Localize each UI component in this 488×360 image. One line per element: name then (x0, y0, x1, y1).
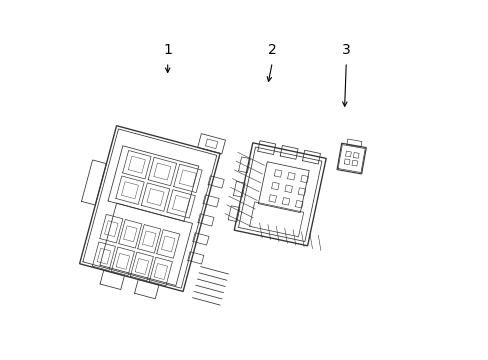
Text: 1: 1 (163, 42, 172, 57)
Polygon shape (234, 143, 325, 246)
Text: 3: 3 (341, 42, 350, 57)
Text: 2: 2 (267, 42, 276, 57)
Polygon shape (80, 126, 220, 292)
Polygon shape (336, 143, 366, 174)
